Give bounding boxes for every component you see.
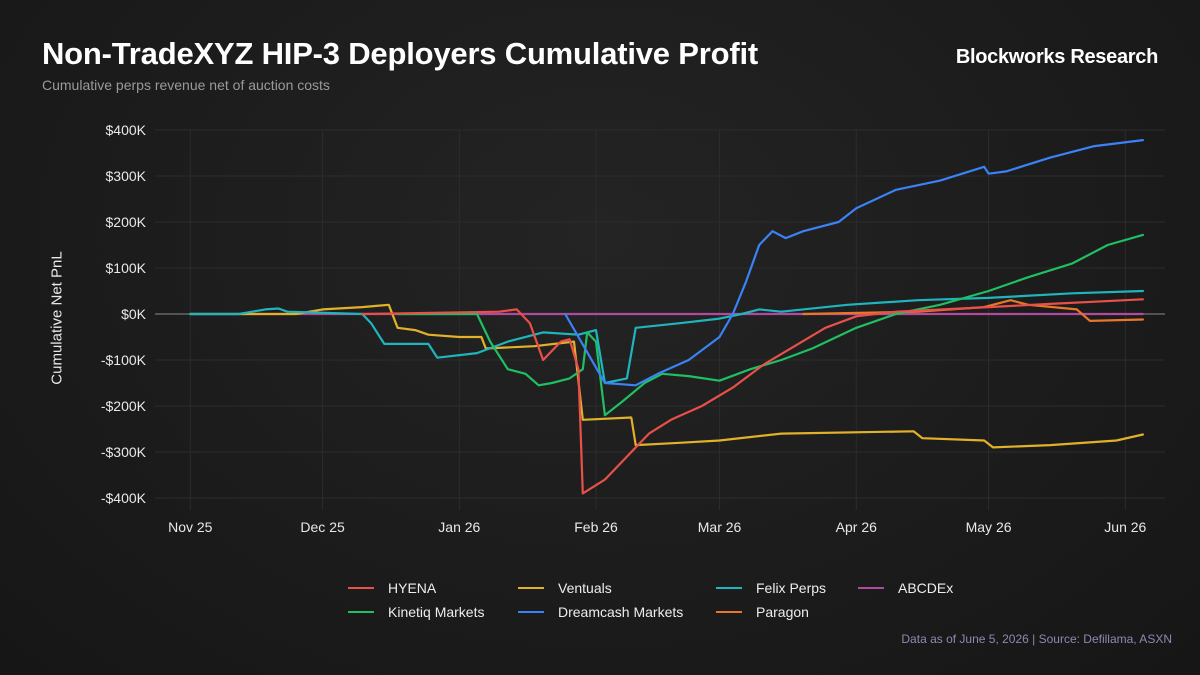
- legend-label: Felix Perps: [756, 580, 827, 596]
- legend-item: ABCDEx: [858, 580, 978, 596]
- series-line-dreamcash-markets: [564, 139, 1144, 387]
- legend-label: Ventuals: [558, 580, 612, 596]
- x-tick-label: Nov 25: [168, 519, 213, 535]
- y-tick-label: $300K: [106, 168, 147, 184]
- x-tick-label: Jun 26: [1104, 519, 1146, 535]
- legend-swatch: [858, 587, 884, 589]
- x-tick-label: May 26: [966, 519, 1012, 535]
- legend-item: Ventuals: [518, 580, 716, 596]
- y-tick-label: $100K: [106, 260, 147, 276]
- y-tick-label: -$300K: [101, 444, 147, 460]
- legend-label: Paragon: [756, 604, 809, 620]
- brand-logo-text: Blockworks Research: [955, 46, 1158, 68]
- legend-item: Dreamcash Markets: [518, 604, 716, 620]
- source-note: Data as of June 5, 2026 | Source: Defill…: [901, 632, 1172, 646]
- y-tick-label: -$200K: [101, 398, 147, 414]
- y-tick-label: -$400K: [101, 490, 147, 506]
- legend-label: HYENA: [388, 580, 437, 596]
- x-tick-label: Apr 26: [836, 519, 877, 535]
- x-tick-label: Mar 26: [698, 519, 742, 535]
- x-tick-label: Feb 26: [574, 519, 618, 535]
- legend-label: ABCDEx: [898, 580, 954, 596]
- legend-swatch: [348, 611, 374, 613]
- y-tick-label: -$100K: [101, 352, 147, 368]
- legend-label: Dreamcash Markets: [558, 604, 684, 620]
- legend-item: Felix Perps: [716, 580, 858, 596]
- y-axis-label: Cumulative Net PnL: [48, 251, 66, 385]
- legend-swatch: [348, 587, 374, 589]
- legend-swatch: [716, 587, 742, 589]
- series-line-hyena: [361, 298, 1144, 495]
- series-line-ventuals: [189, 303, 1144, 449]
- legend-item: HYENA: [348, 580, 518, 596]
- legend-label: Kinetiq Markets: [388, 604, 485, 620]
- series-line-kinetiq-markets: [396, 233, 1144, 417]
- chart-subtitle: Cumulative perps revenue net of auction …: [42, 77, 330, 93]
- chart-legend: HYENA Ventuals Felix Perps ABCDEx Kinetiq Ma…: [348, 580, 978, 620]
- chart-title: Non-TradeXYZ HIP-3 Deployers Cumulative …: [42, 36, 759, 71]
- x-tick-label: Dec 25: [300, 519, 345, 535]
- legend-item: Kinetiq Markets: [348, 604, 518, 620]
- y-tick-label: $0K: [121, 306, 147, 322]
- x-tick-label: Jan 26: [438, 519, 480, 535]
- legend-swatch: [518, 611, 544, 613]
- y-tick-label: $400K: [106, 122, 147, 138]
- legend-swatch: [518, 587, 544, 589]
- legend-swatch: [716, 611, 742, 613]
- legend-item: Paragon: [716, 604, 858, 620]
- y-tick-label: $200K: [106, 214, 147, 230]
